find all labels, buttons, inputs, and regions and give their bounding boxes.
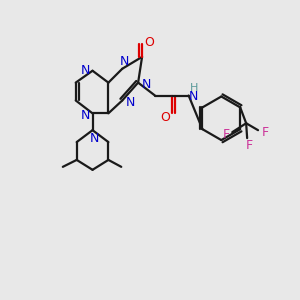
Text: F: F [261,126,268,139]
Text: N: N [141,78,151,91]
Text: F: F [223,128,230,141]
Text: N: N [81,109,90,122]
Text: O: O [160,111,170,124]
Text: H: H [189,82,198,93]
Text: O: O [144,35,154,49]
Text: N: N [90,132,99,145]
Text: N: N [120,55,129,68]
Text: N: N [189,90,198,103]
Text: N: N [81,64,90,77]
Text: N: N [125,96,135,109]
Text: F: F [246,139,253,152]
